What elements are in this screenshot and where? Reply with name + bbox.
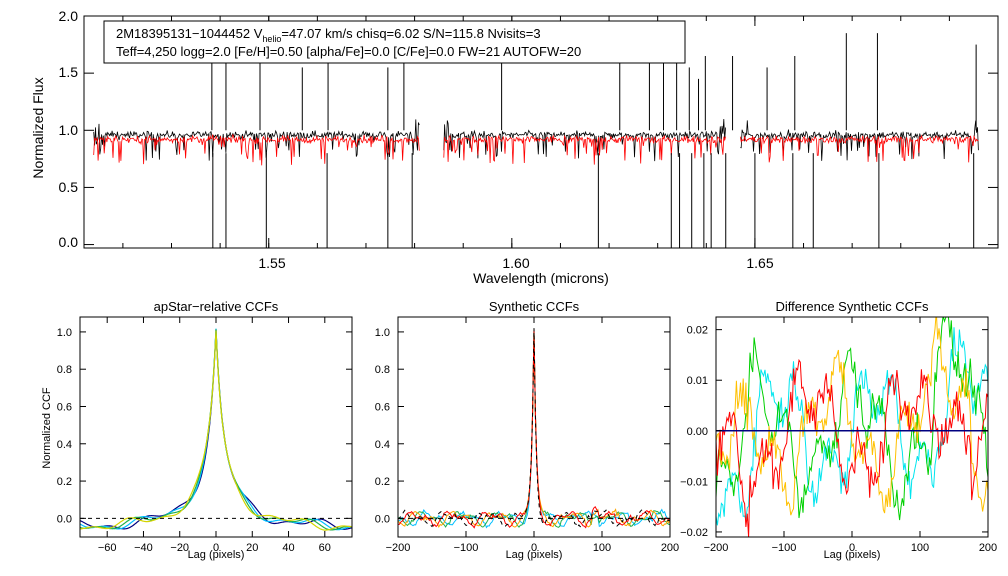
apstar-xtick-labels: −60 −40 −20 0 20 40 60 xyxy=(98,542,331,554)
difference-ccf-visit-3 xyxy=(716,317,988,516)
xtick-label: 100 xyxy=(593,542,611,554)
synthetic-ccf-traces xyxy=(398,328,670,529)
difference-ccf-panel: Difference Synthetic CCFs −200 −100 0 100 20… xyxy=(680,299,997,561)
ytick-label: 0.6 xyxy=(375,401,390,413)
annotation-subscript: helio xyxy=(262,34,281,44)
spectrum-ticks xyxy=(84,15,998,248)
spectrum-ytick-label: 2.0 xyxy=(59,8,79,24)
apstar-x-axis-label: Lag (pixels) xyxy=(188,549,245,561)
xtick-label: 0 xyxy=(849,542,855,554)
synthetic-xtick-labels: −200 −100 0 100 200 xyxy=(386,542,680,554)
xtick-label: 60 xyxy=(319,542,331,554)
xtick-label: 20 xyxy=(246,542,258,554)
synthetic-x-axis-label: Lag (pixels) xyxy=(506,549,563,561)
xtick-label: 0 xyxy=(531,542,537,554)
difference-ytick-labels: −0.02 −0.01 0.00 0.01 0.02 xyxy=(680,325,708,539)
synthetic-ytick-labels: 0.0 0.2 0.4 0.6 0.8 1.0 xyxy=(375,327,390,525)
ytick-label: 0.6 xyxy=(57,401,72,413)
apstar-ccf-traces xyxy=(80,328,352,531)
difference-ticks xyxy=(715,317,989,537)
ytick-label: −0.02 xyxy=(680,527,708,539)
apstar-ticks xyxy=(80,317,352,537)
xtick-label: 100 xyxy=(911,542,929,554)
xtick-label: −40 xyxy=(134,542,153,554)
difference-panel-title: Difference Synthetic CCFs xyxy=(776,299,929,314)
annotation-line-1: 2M18395131−1044452 Vhelio=47.07 km/s chi… xyxy=(116,26,541,44)
spectrum-panel: 1.55 1.60 1.65 0.0 0.5 1.0 1.5 2.0 Wavel… xyxy=(30,8,999,286)
ytick-label: 0.4 xyxy=(57,439,72,451)
spectrum-xtick-label: 1.65 xyxy=(746,255,773,271)
difference-ccf-visit-2 xyxy=(716,317,988,521)
apstar-ccf-visit-3 xyxy=(80,329,352,531)
spectrum-ytick-label: 0.0 xyxy=(59,234,79,250)
annotation-stats: =47.07 km/s chisq=6.02 S/N=115.8 Nvisits… xyxy=(281,26,540,41)
ytick-label: 0.01 xyxy=(687,375,708,387)
xtick-label: 200 xyxy=(661,542,679,554)
xtick-label: −60 xyxy=(98,542,117,554)
ytick-label: 0.8 xyxy=(57,364,72,376)
spectrum-model-line xyxy=(93,134,979,166)
xtick-label: −200 xyxy=(704,542,729,554)
annotation-star-id: 2M18395131−1044452 V xyxy=(116,26,263,41)
spectrum-ytick-label: 0.5 xyxy=(59,179,79,195)
ytick-label: 0.0 xyxy=(375,513,390,525)
xtick-label: −200 xyxy=(386,542,411,554)
xtick-label: −100 xyxy=(454,542,479,554)
xtick-label: −20 xyxy=(170,542,189,554)
xtick-label: 0 xyxy=(213,542,219,554)
synthetic-ccf-template xyxy=(398,328,670,529)
apstar-ccf-visit-4 xyxy=(80,330,352,531)
apstar-y-axis-label: Normalized CCF xyxy=(41,387,53,469)
synthetic-panel-title: Synthetic CCFs xyxy=(489,299,580,314)
ytick-label: 1.0 xyxy=(375,327,390,339)
ytick-label: 0.02 xyxy=(687,325,708,337)
ytick-label: −0.01 xyxy=(680,476,708,488)
xtick-label: −100 xyxy=(772,542,797,554)
synthetic-ticks xyxy=(397,317,671,537)
annotation-line-2: Teff=4,250 logg=2.0 [Fe/H]=0.50 [alpha/F… xyxy=(116,44,581,59)
xtick-label: 200 xyxy=(979,542,997,554)
difference-x-axis-label: Lag (pixels) xyxy=(824,549,881,561)
spectrum-frame xyxy=(83,15,999,249)
difference-xtick-labels: −200 −100 0 100 200 xyxy=(704,542,998,554)
ytick-label: 0.8 xyxy=(375,364,390,376)
ytick-label: 0.2 xyxy=(375,476,390,488)
ytick-label: 1.0 xyxy=(57,327,72,339)
ytick-label: 0.4 xyxy=(375,439,390,451)
spectrum-observed-line xyxy=(93,118,979,162)
apstar-ytick-labels: 0.0 0.2 0.4 0.6 0.8 1.0 xyxy=(57,327,72,525)
spectrum-annotation-box: 2M18395131−1044452 Vhelio=47.07 km/s chi… xyxy=(103,20,686,64)
apstar-panel-title: apStar−relative CCFs xyxy=(154,299,279,314)
spectrum-x-axis-label: Wavelength (microns) xyxy=(473,270,609,286)
synthetic-ccf-panel: Synthetic CCFs −200 −100 0 100 200 0.0 0.2 0.4… xyxy=(375,299,679,561)
ytick-label: 0.2 xyxy=(57,476,72,488)
xtick-label: 40 xyxy=(282,542,294,554)
ytick-label: 0.00 xyxy=(687,426,708,438)
spectrum-xtick-label: 1.60 xyxy=(502,255,529,271)
spectrum-ytick-label: 1.5 xyxy=(59,64,79,80)
difference-ccf-visit-4 xyxy=(716,358,988,537)
spectrum-y-axis-label: Normalized Flux xyxy=(30,77,46,178)
spectrum-xtick-label: 1.55 xyxy=(258,255,285,271)
apstar-ccf-panel: apStar−relative CCFs −60 −40 −20 0 20 40 60 0.… xyxy=(41,299,353,561)
spectrum-ytick-label: 1.0 xyxy=(59,122,79,138)
ytick-label: 0.0 xyxy=(57,513,72,525)
difference-ccf-traces xyxy=(716,317,988,537)
